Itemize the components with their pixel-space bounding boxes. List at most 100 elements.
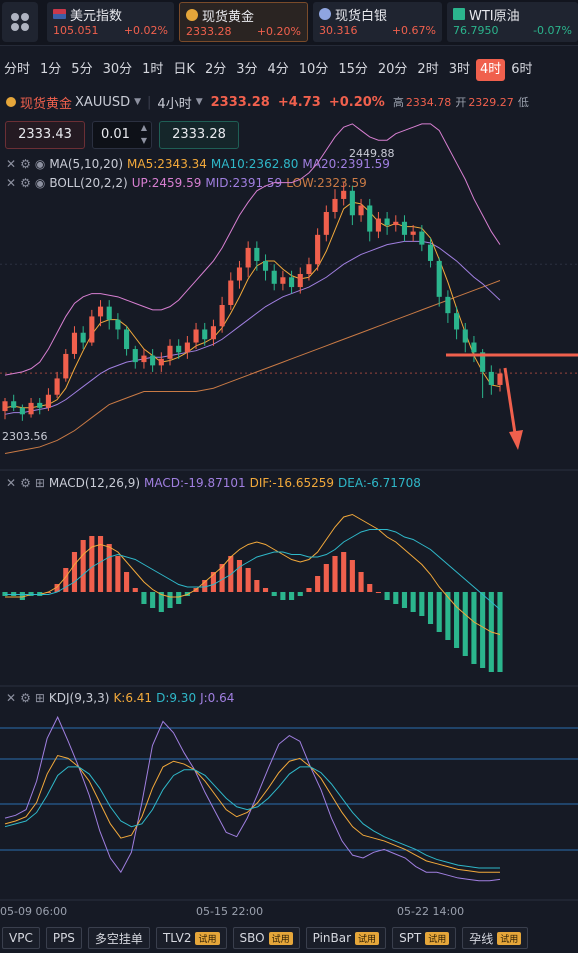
candle-body [262,260,269,271]
gear-icon[interactable]: ⚙ [20,176,31,190]
candle-body [184,342,190,353]
boll-lower-line [4,280,501,454]
gear-icon[interactable]: ⚙ [20,476,31,490]
eye-icon[interactable]: ◉ [34,157,46,171]
macd-bar [410,592,416,612]
tool-button-6[interactable]: SPT 试用 [392,927,457,949]
macd-bar [384,592,390,600]
macd-dea-line [5,529,501,610]
app-menu-icon[interactable] [2,2,38,42]
tool-button-1[interactable]: PPS [45,927,82,949]
tool-button-2[interactable]: 多空挂单 [87,927,150,949]
time-axis-label: 05-15 22:00 [196,905,264,918]
candle-body [280,277,286,284]
buy-price-button[interactable]: 2333.28 [159,121,239,149]
trial-badge: 试用 [425,931,450,945]
candle-body [375,218,381,232]
macd-bar [262,588,269,592]
quote-spot-silver[interactable]: 现货白银 30.316 +0.67% [313,2,442,42]
candle-body [11,401,17,408]
gear-icon[interactable]: ⚙ [20,691,31,705]
macd-bar [71,552,78,592]
timeframe-9[interactable]: 10分 [298,62,329,77]
symbol-info-line: 现货黄金 XAUUSD ▼ | 4小时 ▼ 2333.28 +4.73 +0.2… [0,92,578,112]
timeframe-2[interactable]: 5分 [71,62,93,77]
macd-bar [219,564,225,592]
macd-bar [106,544,112,592]
macd-bar [358,572,364,592]
close-icon[interactable]: ✕ [6,476,17,490]
candle-body [54,378,60,395]
macd-bar [89,536,95,592]
timeframe-11[interactable]: 20分 [377,62,408,77]
tool-button-3[interactable]: TLV2 试用 [155,927,227,949]
gear-icon[interactable]: ⚙ [20,157,31,171]
tool-label: 多空挂单 [94,931,143,946]
quote-spot-gold[interactable]: 现货黄金 2333.28 +0.20% [179,2,308,42]
expand-icon[interactable]: ⊞ [34,476,45,490]
chevron-down-icon[interactable]: ▼ [134,97,142,107]
increase-icon[interactable]: ▲ [140,123,147,132]
macd-bar [375,592,381,593]
timeframe-5[interactable]: 日K [173,62,195,77]
tool-button-7[interactable]: 孕线 试用 [462,927,529,949]
candle-body [228,280,234,305]
macd-bar [297,592,303,596]
timeframe-1[interactable]: 1分 [40,62,62,77]
tool-button-5[interactable]: PinBar 试用 [305,927,387,949]
candle-body [419,231,425,245]
symbol-code: XAUUSD [75,94,131,110]
macd-bar [254,580,260,592]
macd-bar [280,592,286,600]
quantity-stepper[interactable]: 0.01 ▲ ▼ [92,121,152,149]
timeframe-12[interactable]: 2时 [417,62,439,77]
timeframe-7[interactable]: 3分 [236,62,258,77]
close-icon[interactable]: ✕ [6,176,17,190]
macd-bar [115,556,121,592]
macd-bar [271,592,277,596]
timeframe-4[interactable]: 1时 [142,62,164,77]
timeframe-14[interactable]: 4时 [475,59,506,81]
candle-body [289,277,295,288]
time-axis-label: 05-09 06:00 [0,905,68,918]
eye-icon[interactable]: ◉ [34,176,46,190]
quote-usd-index[interactable]: 美元指数 105.051 +0.02% [47,2,174,42]
symbol-name[interactable]: 现货黄金 [20,96,73,112]
macd-bar [80,540,86,592]
macd-bar [97,536,104,592]
timeframe-6[interactable]: 2分 [204,62,227,77]
timeframe-10[interactable]: 15分 [338,62,368,77]
ma20-line [4,240,501,415]
tool-button-0[interactable]: VPC [2,927,40,949]
period-selector[interactable]: 4小时 [157,96,192,112]
price-change: +4.73 [277,94,321,110]
candle-body [80,332,86,343]
sell-price-button[interactable]: 2333.43 [5,121,85,149]
quote-wti-oil[interactable]: WTI原油 76.7950 -0.07% [447,2,578,42]
macd-bar [132,588,138,592]
kdj-j-line [4,715,501,882]
candle-body [436,260,442,297]
close-icon[interactable]: ✕ [6,157,17,171]
candle-body [19,407,25,415]
close-icon[interactable]: ✕ [6,691,17,705]
price-change-pct: +0.20% [328,94,385,110]
expand-icon[interactable]: ⊞ [34,691,45,705]
timeframe-0[interactable]: 分时 [4,62,31,77]
price-chart[interactable] [0,0,578,923]
tool-label: VPC [9,931,33,945]
candle-body [37,402,43,408]
timeframe-13[interactable]: 3时 [448,62,470,77]
macd-bar [19,592,25,600]
tool-button-4[interactable]: SBO 试用 [232,927,300,949]
tool-label: PPS [52,931,75,945]
candle-body [488,371,494,385]
timeframe-15[interactable]: 6时 [511,62,533,77]
candle-body [341,190,347,199]
timeframe-8[interactable]: 4分 [267,62,289,77]
timeframe-3[interactable]: 30分 [102,62,133,77]
decrease-icon[interactable]: ▼ [140,136,147,145]
candle-body [141,355,147,363]
chevron-down-icon[interactable]: ▼ [195,97,203,107]
tool-label: PinBar [312,931,352,945]
